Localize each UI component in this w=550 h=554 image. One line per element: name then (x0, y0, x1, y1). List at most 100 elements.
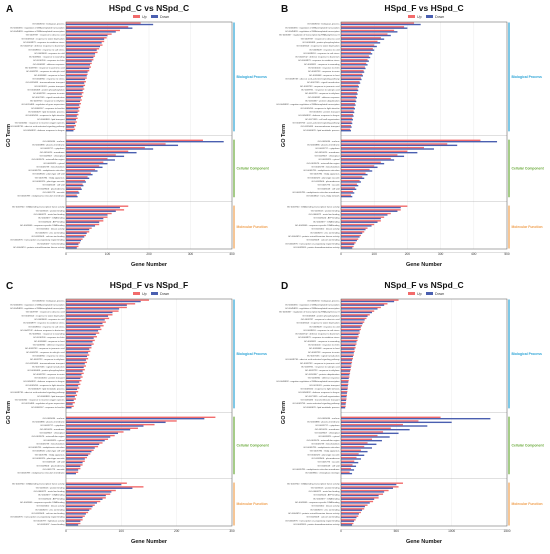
bar-up (66, 511, 89, 514)
go-term-label: GO:0003700 : DNA-binding transcription f… (12, 206, 66, 209)
bar-down (341, 403, 346, 405)
bar-up (341, 143, 448, 145)
bar-down (341, 432, 399, 435)
bar-up (66, 113, 79, 116)
bar-down (341, 315, 368, 317)
go-term-label: GO:0005886 : plasma membrane (307, 420, 340, 423)
bar-down (341, 421, 452, 424)
bar-down (341, 469, 355, 471)
bar-up (341, 48, 373, 50)
go-term-label: GO:0009611 : response to wounding (304, 63, 340, 66)
x-tick-label: 500 (504, 252, 510, 256)
bar-down (66, 159, 115, 161)
go-term-label: GO:0009409 : response to cold (309, 325, 340, 328)
bar-down (66, 487, 133, 489)
bar-up (341, 194, 351, 196)
go-term-label: GO:0009611 : response to wounding (304, 340, 340, 343)
go-term-label: GO:0042803 : protein homodimerization ac… (293, 523, 340, 526)
go-term-label: GO:0005783 : endoplasmic reticulum (28, 169, 64, 172)
bar-up (341, 70, 364, 72)
bar-up (341, 154, 398, 156)
bar-down (66, 498, 103, 500)
bar-up (341, 113, 353, 116)
bar-down (341, 184, 359, 187)
go-term-label: GO:0009507 : chloroplast (40, 154, 65, 157)
bar-up (341, 66, 365, 68)
go-term-label: GO:0006950 : response to stress (32, 355, 65, 358)
category-label: Biological Process (237, 75, 267, 79)
bar-down (66, 236, 85, 238)
go-term-label: GO:0006629 : lipid metabolic process (303, 406, 340, 409)
bar-down (341, 108, 355, 110)
category-label: Molecular Function (237, 225, 268, 229)
bar-down (66, 450, 92, 453)
go-term-label: GO:0005802 : trans-Golgi network (306, 195, 340, 198)
bar-up (341, 212, 391, 215)
bar-down (341, 188, 357, 190)
go-term-label: GO:0020037 : heme binding (37, 524, 65, 526)
bar-up (66, 464, 83, 466)
bar-down (341, 300, 395, 303)
bar-down (66, 421, 166, 424)
legend-label-down: Down (160, 15, 169, 19)
bar-up (66, 154, 116, 156)
bar-up (341, 379, 349, 382)
go-term-label: GO:0005634 : nucleus (318, 141, 341, 143)
bar-up (341, 504, 368, 506)
legend-label-down: Down (435, 15, 444, 19)
bar-down (66, 326, 101, 328)
bar-up (341, 121, 352, 123)
bar-up (341, 22, 415, 24)
bar-up (341, 511, 361, 514)
legend-label-down: Down (160, 292, 169, 296)
go-term-label: GO:0005634 : nucleus (43, 418, 66, 420)
bar-down (341, 308, 378, 310)
bar-down (341, 243, 355, 245)
bar-up (66, 205, 129, 207)
bar-down (341, 122, 353, 125)
chart-title: HSpd_F vs NSpd_F (110, 280, 188, 290)
go-term-label: GO:0009409 : response to cold (309, 48, 340, 51)
go-term-label: GO:0000325 : plant-type vacuole (307, 176, 340, 179)
go-term-label: GO:0080167 : response to karrikin (31, 406, 65, 409)
go-term-label: GO:0009753 : response to jasmonic acid (25, 347, 65, 350)
chart-svg: D NSpd_F vs NSpd_C Up Down GO Term Gene Numbe… (276, 280, 544, 545)
chart-svg: A HSpd_C vs NSpd_C Up Down GO Term Gene Numbe… (6, 3, 270, 268)
bar-up (341, 314, 370, 316)
bar-down (66, 524, 79, 526)
go-term-label: GO:0000325 : plant-type vacuole (32, 457, 65, 460)
go-term-label: GO:0008150 : biological_process (307, 23, 340, 26)
bar-down (341, 370, 351, 372)
go-term-label: GO:0009738 : abscisic acid-activated sig… (10, 125, 65, 128)
chart-svg: C HSpd_F vs NSpd_F Up Down GO Term Gene Numbe… (6, 280, 270, 545)
bar-up (341, 37, 381, 39)
go-term-label: GO:0009416 : response to light stimulus (300, 107, 340, 110)
bar-up (66, 328, 102, 331)
go-term-label: GO:0005509 : calcium ion binding (307, 240, 341, 242)
bar-up (341, 102, 355, 105)
go-term-label: GO:0009734 : auxin-activated signaling p… (292, 121, 340, 124)
go-term-label: GO:0006355 : regulation of DNA-templated… (285, 303, 340, 306)
go-term-label: GO:0009611 : response to wounding (29, 56, 65, 59)
go-term-label: GO:0009416 : response to light stimulus (25, 384, 65, 387)
legend-swatch-up (133, 15, 140, 18)
x-tick-label: 200 (174, 529, 180, 533)
go-term-label: GO:0009507 : chloroplast (40, 431, 65, 434)
go-term-label: GO:0005886 : plasma membrane (32, 420, 65, 423)
bar-up (341, 420, 419, 422)
x-axis-title: Gene Number (406, 539, 443, 545)
bar-down (341, 454, 365, 456)
bar-down (341, 388, 348, 391)
chart-panel-c: C HSpd_F vs NSpd_F Up Down GO Term Gene Numbe… (0, 277, 275, 554)
bar-up (66, 124, 76, 127)
legend-swatch-down (151, 15, 158, 18)
x-tick-label: 0 (65, 529, 67, 533)
go-term-label: GO:0005794 : Golgi apparatus (35, 453, 66, 456)
bar-down (341, 472, 353, 475)
bar-down (341, 159, 395, 161)
go-term-label: GO:0009408 : response to heat (34, 74, 65, 77)
bar-down (66, 93, 82, 95)
go-term-label: GO:0016020 : membrane (40, 151, 66, 154)
bar-down (341, 71, 365, 73)
go-term-label: GO:0009414 : response to water deprivati… (21, 37, 65, 40)
